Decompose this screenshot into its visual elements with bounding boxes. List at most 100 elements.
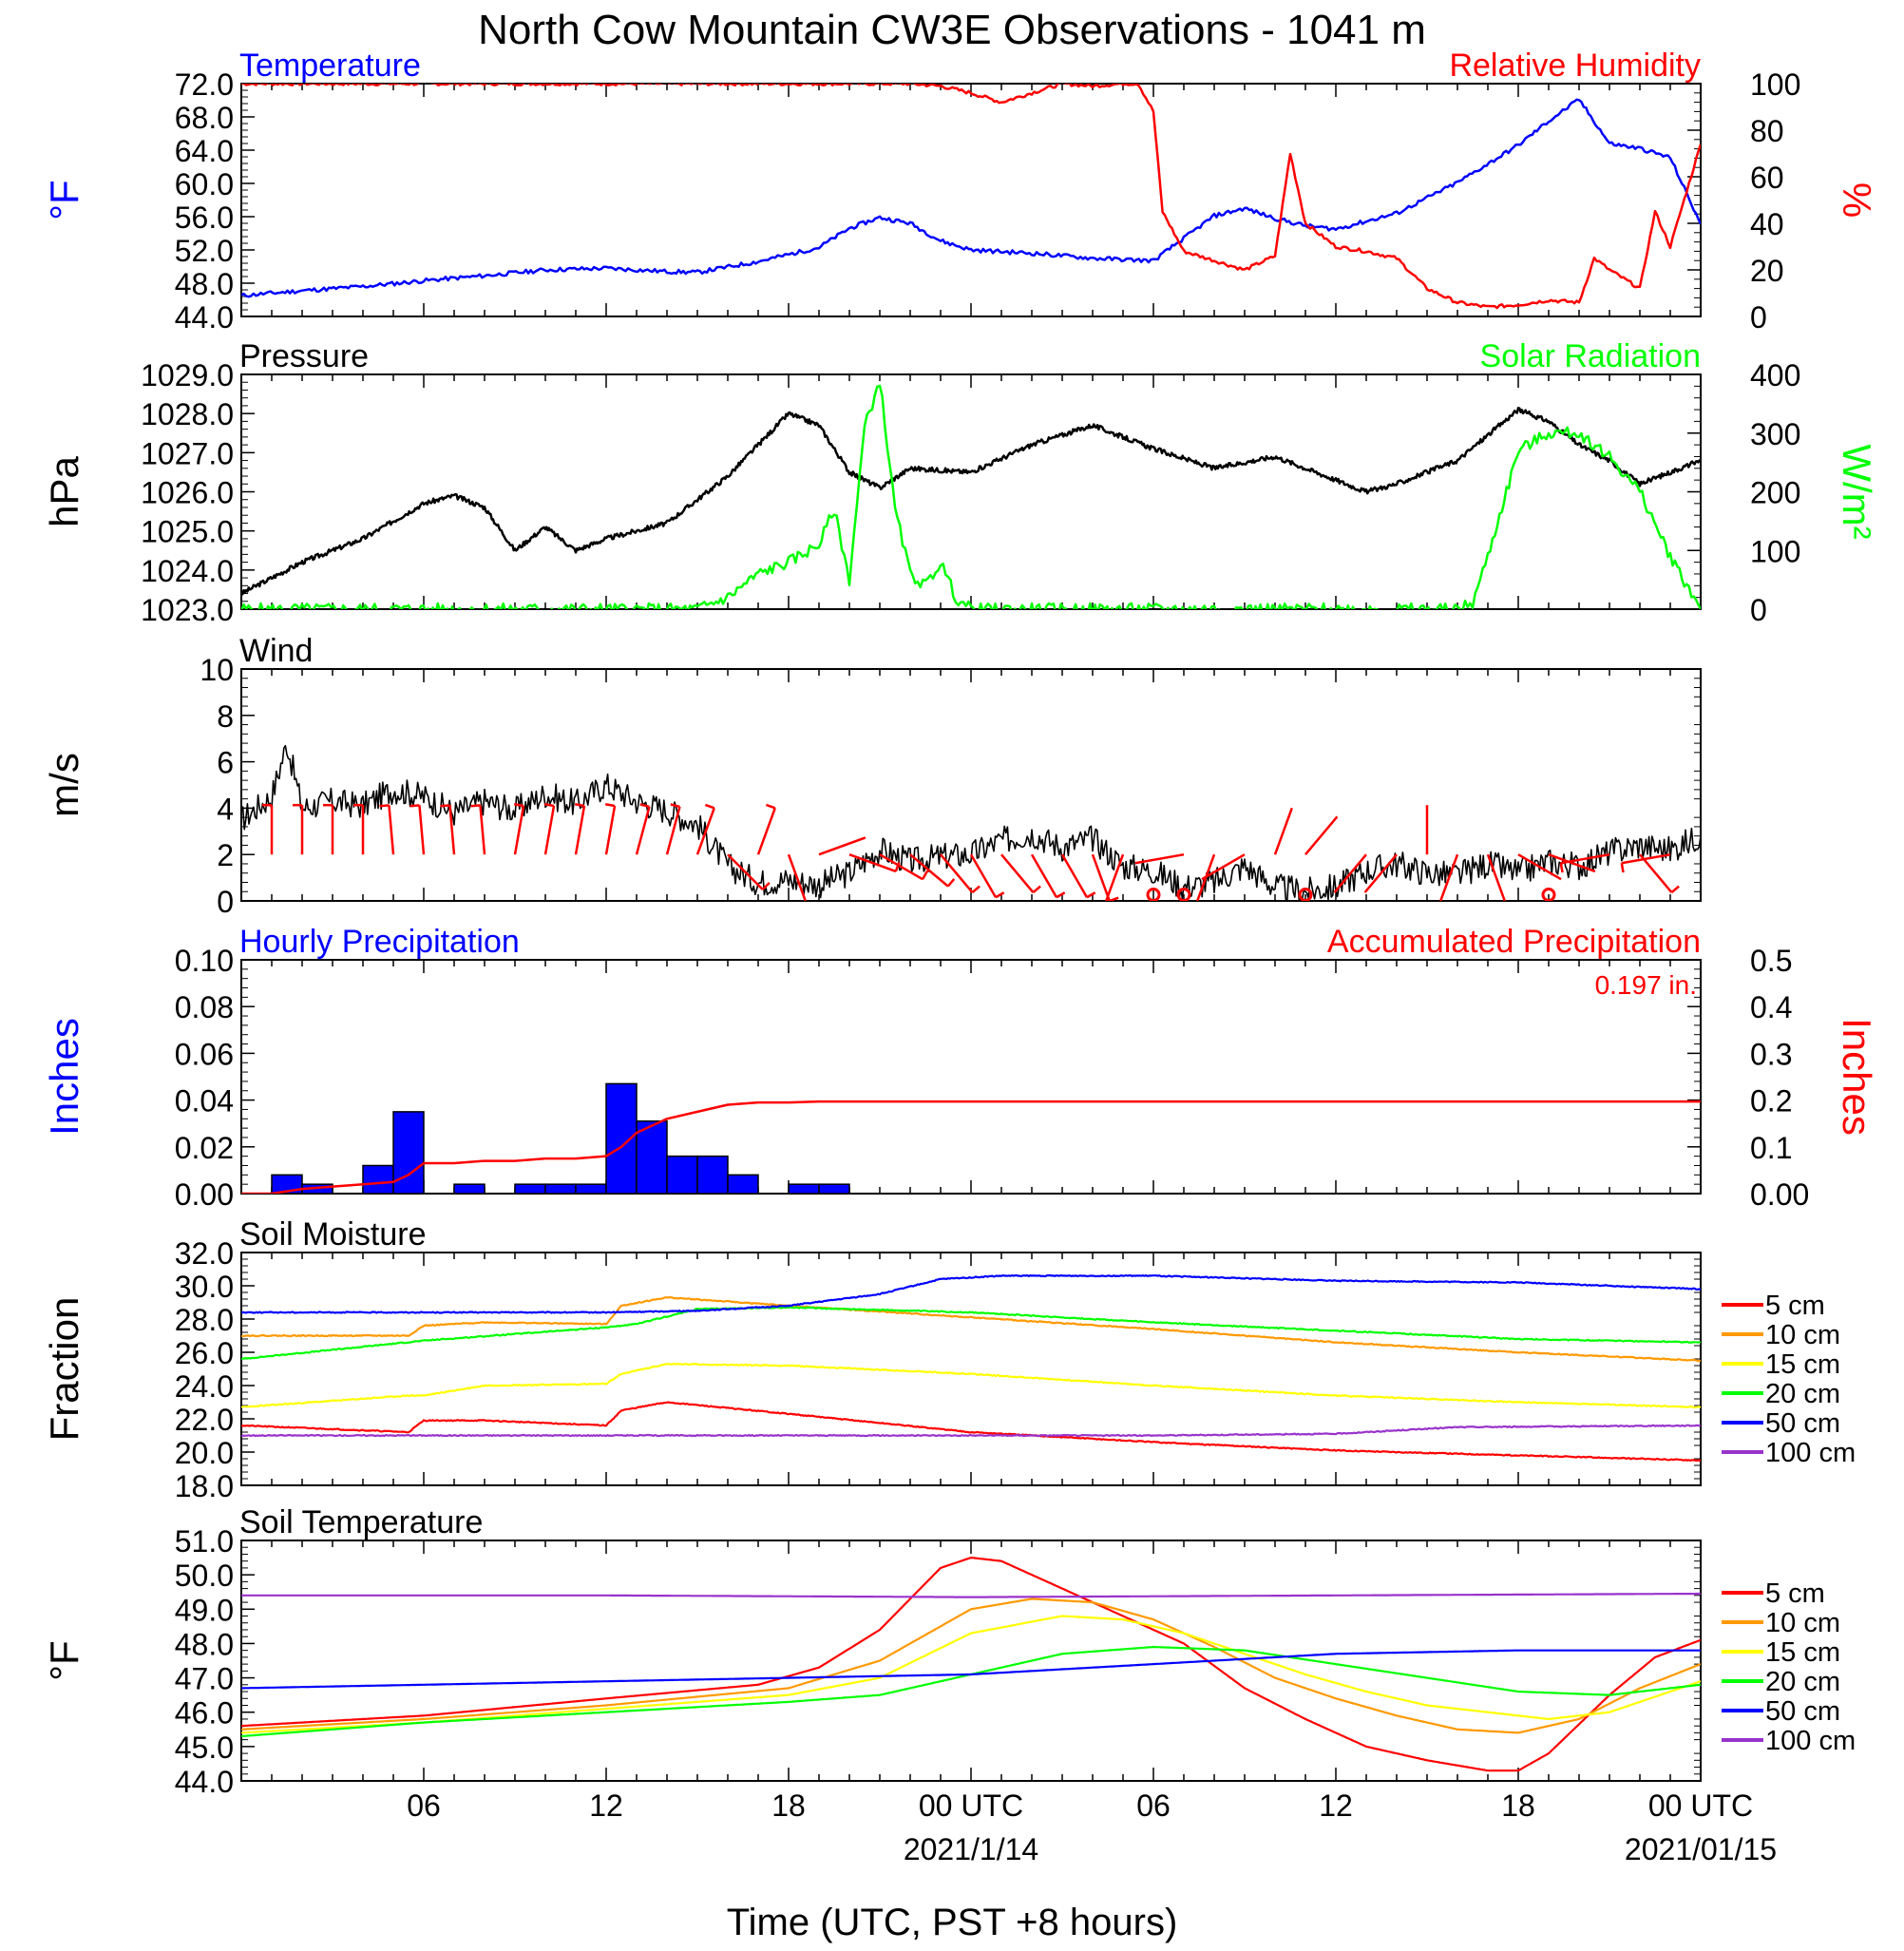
wind-barb bbox=[1439, 853, 1459, 901]
panel-soil-moisture: Soil Moisture 18.020.022.024.026.028.030.… bbox=[42, 1216, 1856, 1503]
panel-wind: Wind 0 2 4 6 8 10 m/s bbox=[42, 633, 1702, 919]
y-tick-label: 400 bbox=[1750, 358, 1800, 392]
calm-wind-marker bbox=[1146, 888, 1161, 901]
precip-bar bbox=[666, 1155, 698, 1194]
y-tick-label: 52.0 bbox=[175, 234, 234, 268]
wind-barb bbox=[1333, 853, 1367, 893]
x-tick-date: 2021/01/15 bbox=[1625, 1832, 1777, 1866]
legend-label: 100 cm bbox=[1765, 1726, 1856, 1756]
x-tick-label: 00 UTC bbox=[1648, 1788, 1753, 1823]
series-20-cm bbox=[241, 1645, 1701, 1738]
series-relative-humidity bbox=[241, 84, 1701, 310]
x-tick-label: 06 bbox=[407, 1788, 441, 1823]
y-tick-label: 100 bbox=[1750, 534, 1800, 568]
wind-barb bbox=[695, 807, 715, 855]
panel-title-left: Wind bbox=[239, 633, 313, 669]
precip-bar bbox=[453, 1183, 486, 1194]
wind-barb-flag bbox=[1620, 863, 1625, 873]
wind-barb bbox=[756, 807, 776, 855]
legend-label: 5 cm bbox=[1765, 1291, 1825, 1321]
wind-barb-flag bbox=[995, 891, 1005, 899]
wind-barb bbox=[543, 805, 556, 855]
wind-barb bbox=[787, 853, 807, 901]
y-tick-label: 1028.0 bbox=[141, 397, 234, 431]
panel-title-left: Temperature bbox=[239, 48, 421, 84]
chart-panels: Temperature Relative Humidity44.048.052.0… bbox=[42, 48, 1879, 1866]
y-tick-label: 49.0 bbox=[175, 1593, 234, 1627]
wind-barb bbox=[1304, 815, 1339, 856]
wind-barb-flag bbox=[1032, 885, 1041, 893]
legend-label: 50 cm bbox=[1765, 1696, 1840, 1727]
y-tick-label: 30.0 bbox=[175, 1270, 234, 1304]
y-tick-label: 40 bbox=[1750, 207, 1784, 241]
series-20-cm bbox=[241, 1306, 1701, 1361]
wind-barb-flag bbox=[409, 804, 420, 808]
y-tick-label: 0 bbox=[1750, 593, 1767, 627]
y-axis-label-left: Fraction bbox=[42, 1297, 86, 1442]
y-tick-label: 72.0 bbox=[175, 67, 234, 102]
precip-bar bbox=[818, 1183, 850, 1194]
y-tick-label: 64.0 bbox=[175, 134, 234, 168]
y-axis-label-left: Inches bbox=[42, 1018, 86, 1136]
precip-bar bbox=[514, 1183, 546, 1194]
panel-title-right: Solar Radiation bbox=[1480, 338, 1701, 374]
y-tick-label: 56.0 bbox=[175, 201, 234, 235]
series-wind-speed bbox=[241, 744, 1701, 901]
series-pressure bbox=[241, 407, 1701, 596]
wind-barb bbox=[1105, 853, 1125, 901]
y-tick-label: 0.2 bbox=[1750, 1084, 1792, 1119]
wind-barb-flag bbox=[639, 803, 650, 809]
y-tick-label: 50.0 bbox=[175, 1559, 234, 1593]
series-10-cm bbox=[241, 1295, 1701, 1363]
y-tick-label: 6 bbox=[217, 746, 234, 780]
y-axis-label-left: °F bbox=[42, 180, 86, 220]
legend-label: 10 cm bbox=[1765, 1320, 1840, 1350]
y-tick-label: 1025.0 bbox=[141, 515, 234, 549]
precip-bar bbox=[605, 1082, 638, 1194]
panel-precip-frame bbox=[240, 959, 1702, 1195]
panel-title-right: Accumulated Precipitation bbox=[1327, 924, 1701, 960]
y-axis-label-left: hPa bbox=[42, 455, 86, 526]
panel-title-left: Pressure bbox=[239, 338, 369, 374]
y-tick-label: 2 bbox=[217, 838, 234, 872]
y-tick-label: 48.0 bbox=[175, 1627, 234, 1661]
total-precip-annotation: 0.197 in. bbox=[1595, 970, 1697, 1000]
precip-bar bbox=[788, 1183, 820, 1194]
wind-barb-flag bbox=[470, 804, 481, 808]
x-tick-date: 2021/1/14 bbox=[904, 1832, 1038, 1866]
y-tick-label: 80 bbox=[1750, 114, 1784, 148]
y-tick-label: 0.04 bbox=[175, 1084, 234, 1119]
panel-pressure-solar: Pressure Solar Radiation 1023.0 1024.0 1025.… bbox=[42, 338, 1879, 627]
wind-barb bbox=[1273, 807, 1293, 855]
plot-area bbox=[241, 84, 1701, 310]
precip-bar bbox=[392, 1111, 425, 1194]
wind-barb-flag bbox=[574, 803, 585, 808]
panel-title-right: Relative Humidity bbox=[1449, 48, 1701, 84]
y-axis-label-right: % bbox=[1835, 182, 1879, 218]
plot-area bbox=[241, 1273, 1701, 1463]
y-tick-label: 0 bbox=[217, 885, 234, 919]
panel-soil-temperature-frame bbox=[240, 1540, 1702, 1782]
wind-barb-flag bbox=[440, 804, 450, 808]
wind-barb bbox=[1621, 852, 1671, 865]
legend-label: 50 cm bbox=[1765, 1408, 1840, 1439]
y-tick-label: 10 bbox=[200, 653, 234, 687]
series-50-cm bbox=[241, 1273, 1701, 1314]
x-axis: 06 12 18 00 UTC 2021/1/14 06 12 18 00 UTC 2021/01… bbox=[407, 1788, 1777, 1866]
plot-area bbox=[241, 384, 1701, 609]
y-tick-label: 20.0 bbox=[175, 1436, 234, 1470]
y-tick-label: 47.0 bbox=[175, 1662, 234, 1696]
series-15-cm bbox=[241, 1362, 1701, 1409]
y-tick-label: 0 bbox=[1750, 300, 1767, 335]
wind-barb bbox=[1548, 853, 1596, 873]
y-tick-label: 1026.0 bbox=[141, 476, 234, 510]
y-tick-label: 45.0 bbox=[175, 1731, 234, 1765]
wind-barb bbox=[1030, 853, 1058, 898]
series-10-cm bbox=[241, 1597, 1701, 1734]
wind-barb-flag bbox=[971, 885, 981, 893]
wind-barb bbox=[1486, 853, 1506, 901]
panel-soil-temperature: Soil Temperature 44.045.046.047.048.049.0… bbox=[42, 1504, 1856, 1799]
x-tick-label: 18 bbox=[1501, 1788, 1535, 1823]
y-tick-label: 300 bbox=[1750, 417, 1800, 451]
x-axis-label: Time (UTC, PST +8 hours) bbox=[727, 1902, 1178, 1943]
